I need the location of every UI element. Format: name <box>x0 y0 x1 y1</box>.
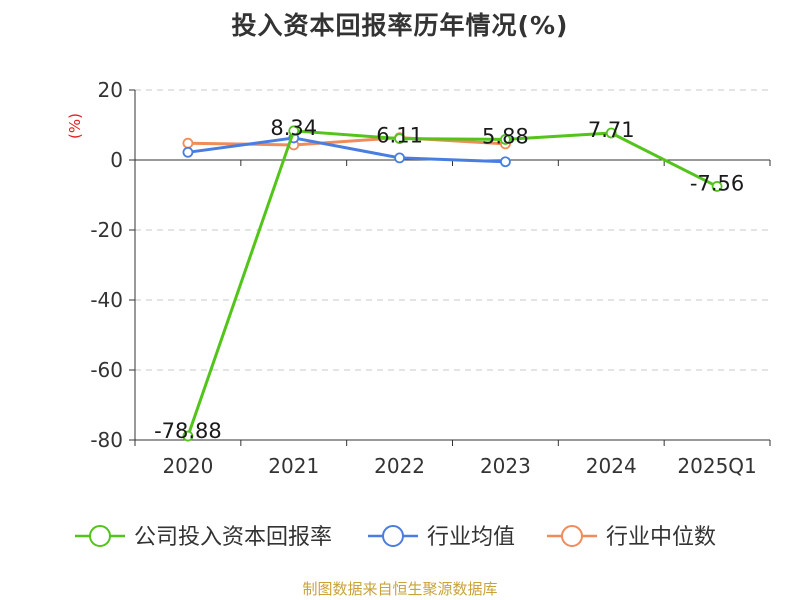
data-point <box>288 125 300 137</box>
legend[interactable]: 公司投入资本回报率 行业均值 行业中位数 <box>75 525 716 550</box>
data-point <box>182 137 194 149</box>
chart-title: 投入资本回报率历年情况(%) <box>231 11 569 40</box>
y-tick-label: -40 <box>90 288 123 312</box>
x-tick-label: 2021 <box>268 454 319 478</box>
x-tick-label: 2020 <box>162 454 213 478</box>
y-tick-label: 0 <box>110 148 123 172</box>
data-point <box>182 430 194 442</box>
y-tick-label: -80 <box>90 428 123 452</box>
legend-swatch-marker <box>561 525 583 547</box>
x-tick-label: 2023 <box>480 454 531 478</box>
data-point <box>182 146 194 158</box>
x-tick-label: 2025Q1 <box>677 454 756 478</box>
source-note: 制图数据来自恒生聚源数据库 <box>302 580 498 598</box>
series-lines <box>182 125 723 442</box>
y-tick-label: -20 <box>90 218 123 242</box>
legend-label: 公司投入资本回报率 <box>134 525 332 550</box>
data-label: -78.88 <box>154 419 222 443</box>
data-point <box>711 181 723 192</box>
series-line <box>186 129 718 437</box>
data-point <box>394 152 405 164</box>
x-tick-label: 2022 <box>374 454 425 478</box>
y-tick-label: -60 <box>90 358 123 382</box>
data-point <box>500 156 511 168</box>
y-axis-unit-label: (%) <box>66 113 84 139</box>
data-label: -7.56 <box>690 171 744 195</box>
legend-swatch-marker <box>382 525 404 547</box>
data-label: 5.88 <box>482 124 529 148</box>
data-point <box>605 127 617 139</box>
data-point <box>394 133 405 145</box>
data-label: 7.71 <box>588 118 635 142</box>
legend-swatch-marker <box>89 525 111 547</box>
data-label: 8.34 <box>270 116 317 140</box>
data-labels: -78.88 8.34 6.11 5.88 7.71 -7.56 <box>154 116 744 443</box>
y-tick-label: 20 <box>98 78 123 102</box>
series-line <box>187 136 506 164</box>
legend-item[interactable]: 公司投入资本回报率 <box>75 525 332 550</box>
legend-item[interactable]: 行业中位数 <box>547 525 716 550</box>
legend-item[interactable]: 行业均值 <box>368 525 515 550</box>
legend-label: 行业均值 <box>427 525 515 550</box>
x-tick-label: 2024 <box>586 454 637 478</box>
legend-label: 行业中位数 <box>606 525 716 550</box>
data-label: 6.11 <box>376 124 423 148</box>
data-point <box>500 134 511 145</box>
